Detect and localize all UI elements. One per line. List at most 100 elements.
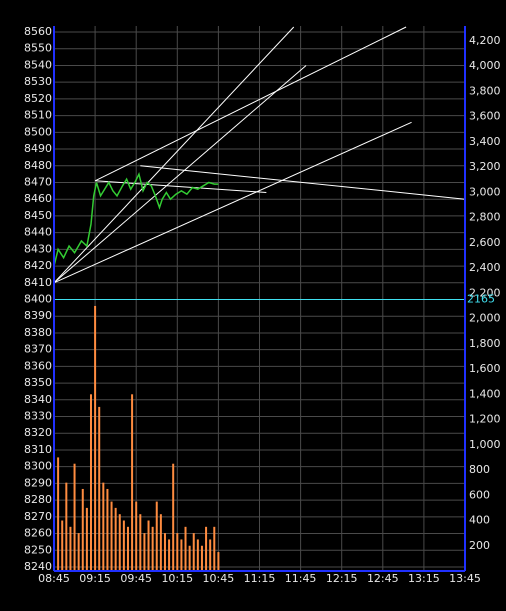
volume-bar	[89, 394, 92, 571]
y-tick-label: 8460	[24, 192, 52, 205]
y-tick-label: 8260	[24, 527, 52, 540]
y2-tick-label: 3,200	[469, 160, 501, 173]
y-tick-label: 8520	[24, 92, 52, 105]
y-tick-label: 8310	[24, 443, 52, 456]
volume-bar	[213, 526, 216, 571]
y-tick-label: 8400	[24, 293, 52, 306]
price-line	[53, 171, 219, 267]
volume-bar	[151, 526, 154, 571]
y-tick-label: 8360	[24, 359, 52, 372]
y-tick-label: 8480	[24, 159, 52, 172]
y-tick-label: 8240	[24, 560, 52, 573]
y2-tick-label: 3,000	[469, 185, 501, 198]
volume-bar	[168, 539, 171, 571]
trend-line	[53, 26, 295, 284]
y-tick-label: 8350	[24, 376, 52, 389]
volume-bar	[188, 545, 191, 571]
volume-bar	[126, 526, 129, 571]
volume-bar	[139, 514, 142, 571]
y2-tick-label: 4,200	[469, 34, 501, 47]
volume-bar	[135, 501, 138, 571]
y-tick-label: 8540	[24, 58, 52, 71]
volume-bar	[147, 520, 150, 571]
volume-bar	[131, 394, 134, 571]
y2-tick-label: 1,400	[469, 387, 501, 400]
y-tick-label: 8490	[24, 142, 52, 155]
volume-bar	[102, 482, 105, 571]
y2-tick-label: 3,400	[469, 135, 501, 148]
volume-bar	[163, 533, 166, 571]
x-tick-label: 11:15	[244, 572, 276, 585]
volume-bar	[155, 501, 158, 571]
y2-tick-label: 3,600	[469, 110, 501, 123]
y2-tick-label: 2,200	[469, 286, 501, 299]
volume-bar	[94, 305, 97, 571]
y2-tick-label: 600	[469, 488, 490, 501]
x-tick-label: 09:15	[79, 572, 111, 585]
y2-tick-label: 1,200	[469, 413, 501, 426]
volume-bar	[172, 463, 175, 571]
y-tick-label: 8300	[24, 460, 52, 473]
volume-bar	[57, 457, 60, 571]
volume-bar	[159, 514, 162, 571]
y2-tick-label: 1,800	[469, 337, 501, 350]
x-tick-label: 13:15	[408, 572, 440, 585]
y-tick-label: 8380	[24, 326, 52, 339]
volume-bar	[176, 533, 179, 571]
y2-tick-label: 2,000	[469, 312, 501, 325]
volume-bar	[209, 539, 212, 571]
y-tick-label: 8560	[24, 25, 52, 38]
volume-bar	[85, 507, 88, 571]
volume-bar	[106, 488, 109, 571]
x-tick-label: 10:15	[161, 572, 193, 585]
y-tick-label: 8470	[24, 175, 52, 188]
volume-bar	[114, 507, 117, 571]
y-tick-label: 8430	[24, 242, 52, 255]
x-tick-label: 11:45	[285, 572, 317, 585]
y2-tick-label: 200	[469, 539, 490, 552]
y2-tick-label: 2,400	[469, 261, 501, 274]
y-tick-label: 8550	[24, 42, 52, 55]
y2-tick-label: 2,600	[469, 236, 501, 249]
y-tick-label: 8270	[24, 510, 52, 523]
volume-bar	[77, 533, 80, 571]
volume-bar	[61, 520, 64, 571]
y-tick-label: 8250	[24, 543, 52, 556]
y-tick-label: 8500	[24, 125, 52, 138]
x-tick-label: 09:45	[120, 572, 152, 585]
y-tick-label: 8530	[24, 75, 52, 88]
volume-bar	[196, 539, 199, 571]
volume-bar	[118, 514, 121, 571]
y2-tick-label: 4,000	[469, 59, 501, 72]
volume-bar	[217, 552, 220, 571]
volume-bar	[81, 488, 84, 571]
y2-tick-label: 1,600	[469, 362, 501, 375]
trend-line	[53, 65, 307, 284]
volume-bar	[192, 533, 195, 571]
x-tick-label: 12:15	[326, 572, 358, 585]
y-tick-label: 8370	[24, 343, 52, 356]
trend-line	[140, 165, 466, 200]
y-tick-label: 8340	[24, 393, 52, 406]
y-tick-label: 8410	[24, 276, 52, 289]
y-tick-label: 8390	[24, 309, 52, 322]
volume-bar	[110, 501, 113, 571]
trend-line	[94, 26, 407, 182]
x-tick-label: 08:45	[38, 572, 70, 585]
volume-bar	[184, 526, 187, 571]
y2-tick-label: 1,000	[469, 438, 501, 451]
volume-bar	[69, 526, 72, 571]
y-tick-label: 8510	[24, 109, 52, 122]
volume-bar	[143, 533, 146, 571]
x-tick-label: 13:45	[449, 572, 481, 585]
x-tick-label: 10:45	[203, 572, 235, 585]
y2-tick-label: 3,800	[469, 84, 501, 97]
volume-bar	[122, 520, 125, 571]
volume-bar	[180, 539, 183, 571]
y-tick-label: 8420	[24, 259, 52, 272]
volume-bar	[65, 482, 68, 571]
y-tick-label: 8290	[24, 476, 52, 489]
y-tick-label: 8450	[24, 209, 52, 222]
